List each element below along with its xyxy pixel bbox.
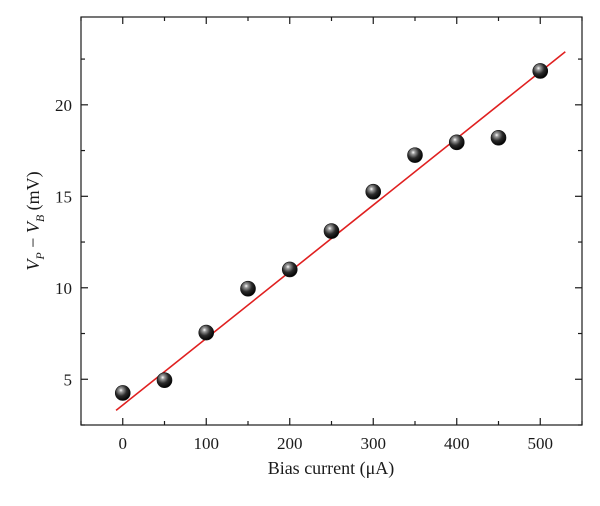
y-axis-title: VP − VB (mV) [23, 171, 47, 270]
y-axis-title-minus: − [23, 233, 43, 252]
x-axis-title: Bias current (μA) [268, 458, 395, 479]
data-point [323, 223, 340, 239]
data-point [490, 129, 507, 146]
data-point [448, 134, 465, 151]
y-axis-tick-labels: 5 10 15 20 [55, 96, 72, 389]
x-tick-label: 200 [277, 434, 303, 453]
y-tick-label: 5 [64, 370, 73, 389]
y-axis-ticks [81, 58, 582, 426]
data-point [407, 147, 423, 163]
x-tick-label: 400 [444, 434, 470, 453]
data-point [281, 261, 298, 278]
y-tick-label: 15 [55, 187, 72, 206]
y-tick-label: 10 [55, 279, 72, 298]
fit-lines [115, 51, 566, 411]
y-tick-label: 20 [55, 96, 72, 115]
x-tick-label: 300 [361, 434, 387, 453]
y-axis-title-v2: V [23, 220, 43, 233]
plot-frame [80, 16, 583, 426]
x-axis-ticks [80, 17, 583, 425]
data-point [532, 63, 549, 79]
y-axis-title-v1: V [23, 258, 43, 271]
data-point [156, 372, 173, 388]
y-axis-title-sub1: P [33, 252, 47, 261]
x-axis-tick-labels: 0 100 200 300 400 500 [119, 434, 554, 453]
x-tick-label: 0 [119, 434, 128, 453]
x-tick-label: 100 [194, 434, 220, 453]
y-axis-title-unit: (mV) [23, 171, 44, 215]
data-point [365, 183, 382, 200]
x-tick-label: 500 [528, 434, 554, 453]
data-point [240, 280, 256, 297]
data-points [114, 63, 549, 401]
y-axis-title-sub2: B [33, 214, 47, 222]
fit-line [115, 51, 566, 411]
data-point [198, 324, 215, 341]
data-point [114, 385, 131, 401]
